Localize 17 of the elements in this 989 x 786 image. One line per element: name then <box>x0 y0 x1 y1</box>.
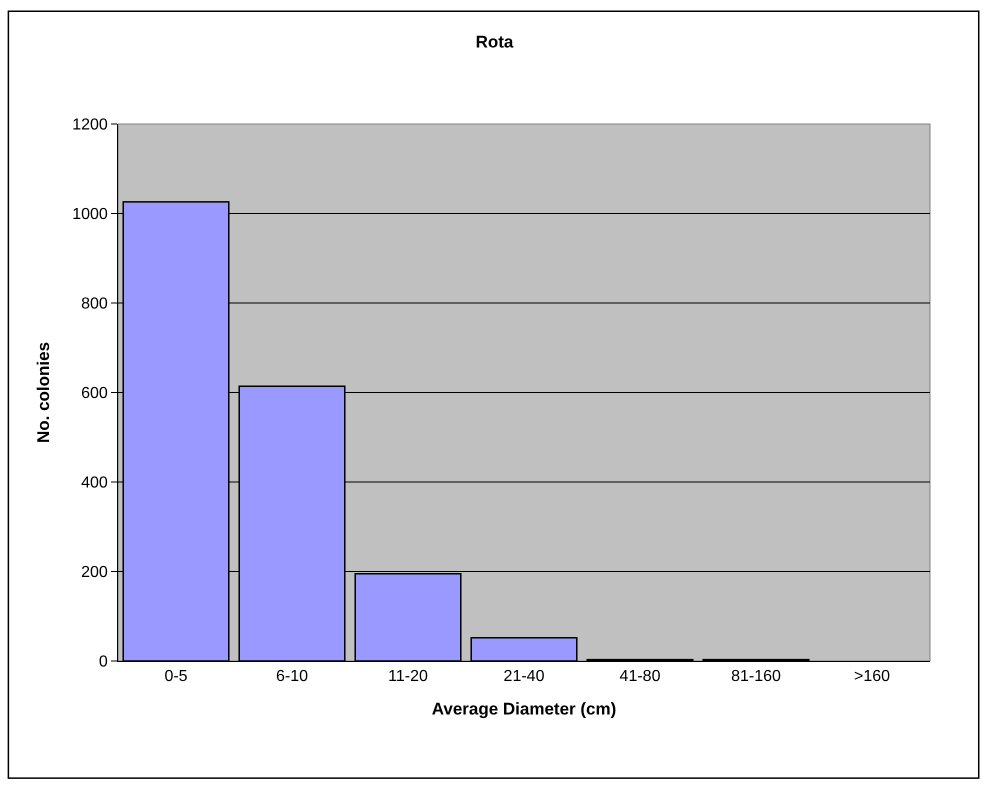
x-tick-label: 21-40 <box>504 668 545 686</box>
y-tick-label: 400 <box>81 474 108 492</box>
y-tick-label: 0 <box>98 654 108 671</box>
x-tick-label: 6-10 <box>276 668 308 686</box>
y-tick-label: 600 <box>81 385 108 402</box>
x-axis-title: Average Diameter (cm) <box>432 700 616 719</box>
y-tick-label: 200 <box>81 564 108 582</box>
x-tick-label: 0-5 <box>164 668 188 686</box>
y-tick-label: 800 <box>81 296 108 313</box>
y-axis-title: No. colonies <box>34 342 53 444</box>
x-tick-label: >160 <box>854 668 890 686</box>
y-tick-label: 1200 <box>72 116 108 134</box>
x-tick-label: 11-20 <box>388 668 428 686</box>
y-tick-label: 1000 <box>72 206 108 224</box>
x-tick-label: 81-160 <box>731 668 782 686</box>
x-tick-label: 41-80 <box>620 668 661 686</box>
chart-title: Rota <box>476 32 514 52</box>
